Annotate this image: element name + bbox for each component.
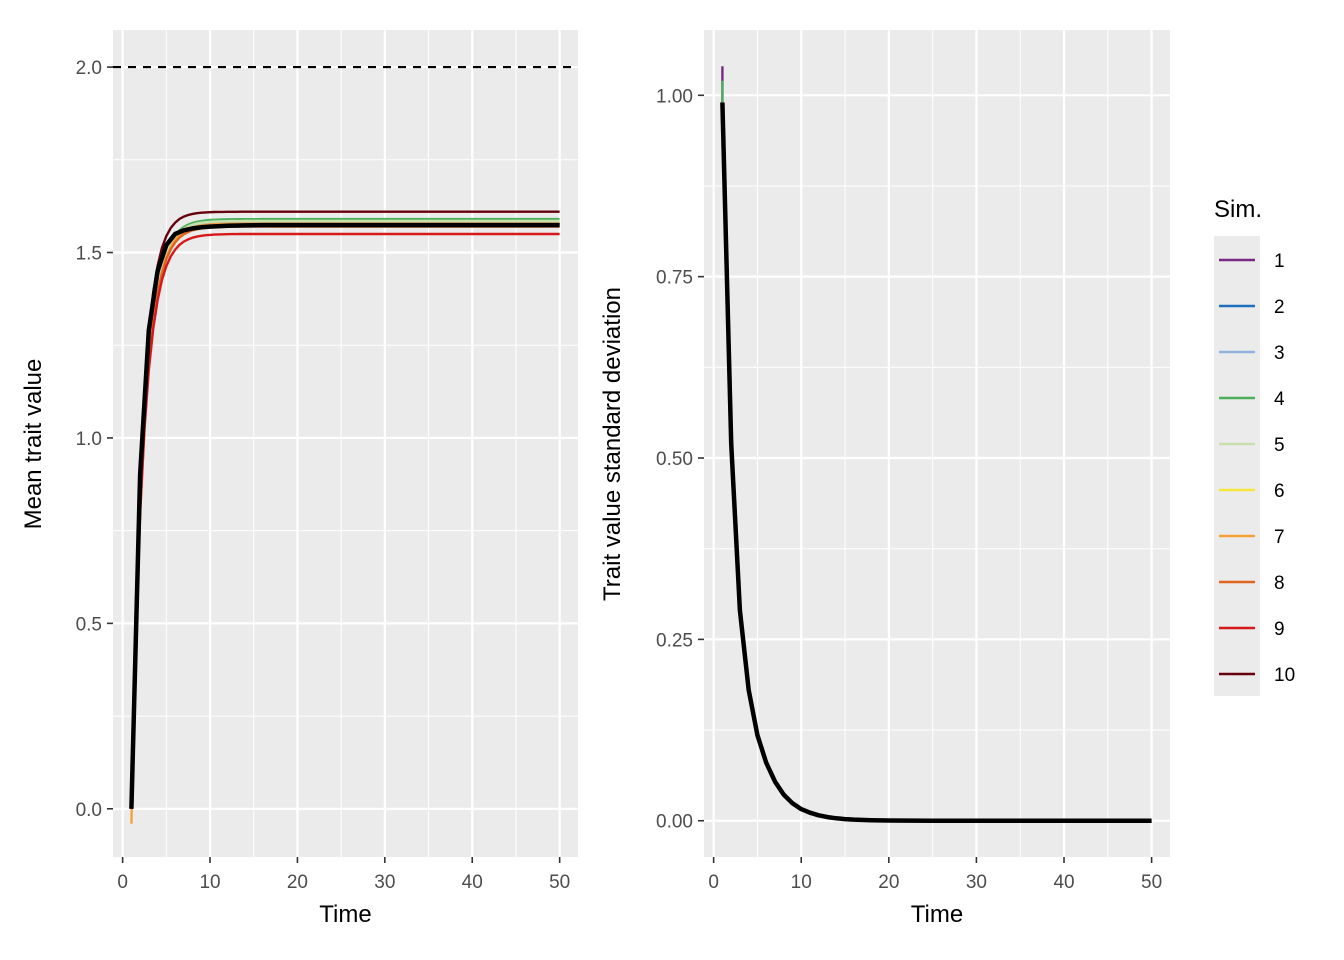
x-tick-label: 20 (878, 872, 899, 893)
x-tick-label: 30 (966, 872, 987, 893)
legend-title: Sim. (1214, 196, 1262, 223)
legend-label-9: 9 (1274, 619, 1285, 640)
sim-series-line-10 (130, 210, 560, 809)
legend-label-1: 1 (1274, 251, 1285, 272)
plot-background (113, 30, 578, 857)
legend-label-5: 5 (1274, 435, 1285, 456)
y-tick-label: 0.00 (656, 812, 693, 833)
x-axis-title: Time (319, 901, 371, 928)
x-tick-label: 50 (549, 872, 570, 893)
y-tick-label: 0.25 (656, 630, 693, 651)
legend-label-10: 10 (1274, 665, 1295, 686)
x-axis-title: Time (911, 901, 963, 928)
x-tick-label: 40 (462, 872, 483, 893)
plot-background (704, 30, 1170, 857)
x-tick-label: 10 (199, 872, 220, 893)
legend: Sim. 1 2 3 4 5 6 7 8 9 10 (1214, 196, 1295, 696)
y-tick-label: 1.5 (76, 244, 102, 265)
y-tick-label: 0.75 (656, 268, 693, 289)
y-tick-label: 1.0 (76, 429, 102, 450)
legend-label-4: 4 (1274, 389, 1285, 410)
legend-key-background (1214, 236, 1260, 696)
x-tick-label: 0 (117, 872, 128, 893)
sd-trait-panel: 0 10 20 30 40 50 0.00 0.25 0.50 0.75 1.00 Time Trait… (599, 30, 1170, 928)
legend-label-3: 3 (1274, 343, 1285, 364)
y-tick-label: 0.50 (656, 449, 693, 470)
sim-series-line-5 (130, 219, 560, 809)
x-tick-label: 20 (287, 872, 308, 893)
y-tick-label: 0.5 (76, 614, 102, 635)
mean-series-line (720, 102, 1152, 823)
y-tick-label: 2.0 (76, 58, 102, 79)
x-tick-label: 40 (1053, 872, 1074, 893)
mean-series-line (129, 222, 560, 809)
legend-label-7: 7 (1274, 527, 1285, 548)
legend-label-2: 2 (1274, 297, 1285, 318)
legend-label-8: 8 (1274, 573, 1285, 594)
y-axis-title: Trait value standard deviation (599, 287, 626, 601)
sim-series-line-9 (130, 232, 560, 809)
x-tick-label: 50 (1141, 872, 1162, 893)
y-tick-label: 1.00 (656, 86, 693, 107)
legend-label-6: 6 (1274, 481, 1285, 502)
x-tick-label: 30 (374, 872, 395, 893)
x-tick-label: 0 (708, 872, 719, 893)
x-tick-label: 10 (791, 872, 812, 893)
y-axis-title: Mean trait value (20, 359, 47, 530)
y-tick-label: 0.0 (76, 800, 102, 821)
mean-trait-panel: 0 10 20 30 40 50 0.0 0.5 1.0 1.5 2.0 Time Mean trait… (20, 30, 578, 928)
sim-series-line-4 (130, 217, 560, 809)
